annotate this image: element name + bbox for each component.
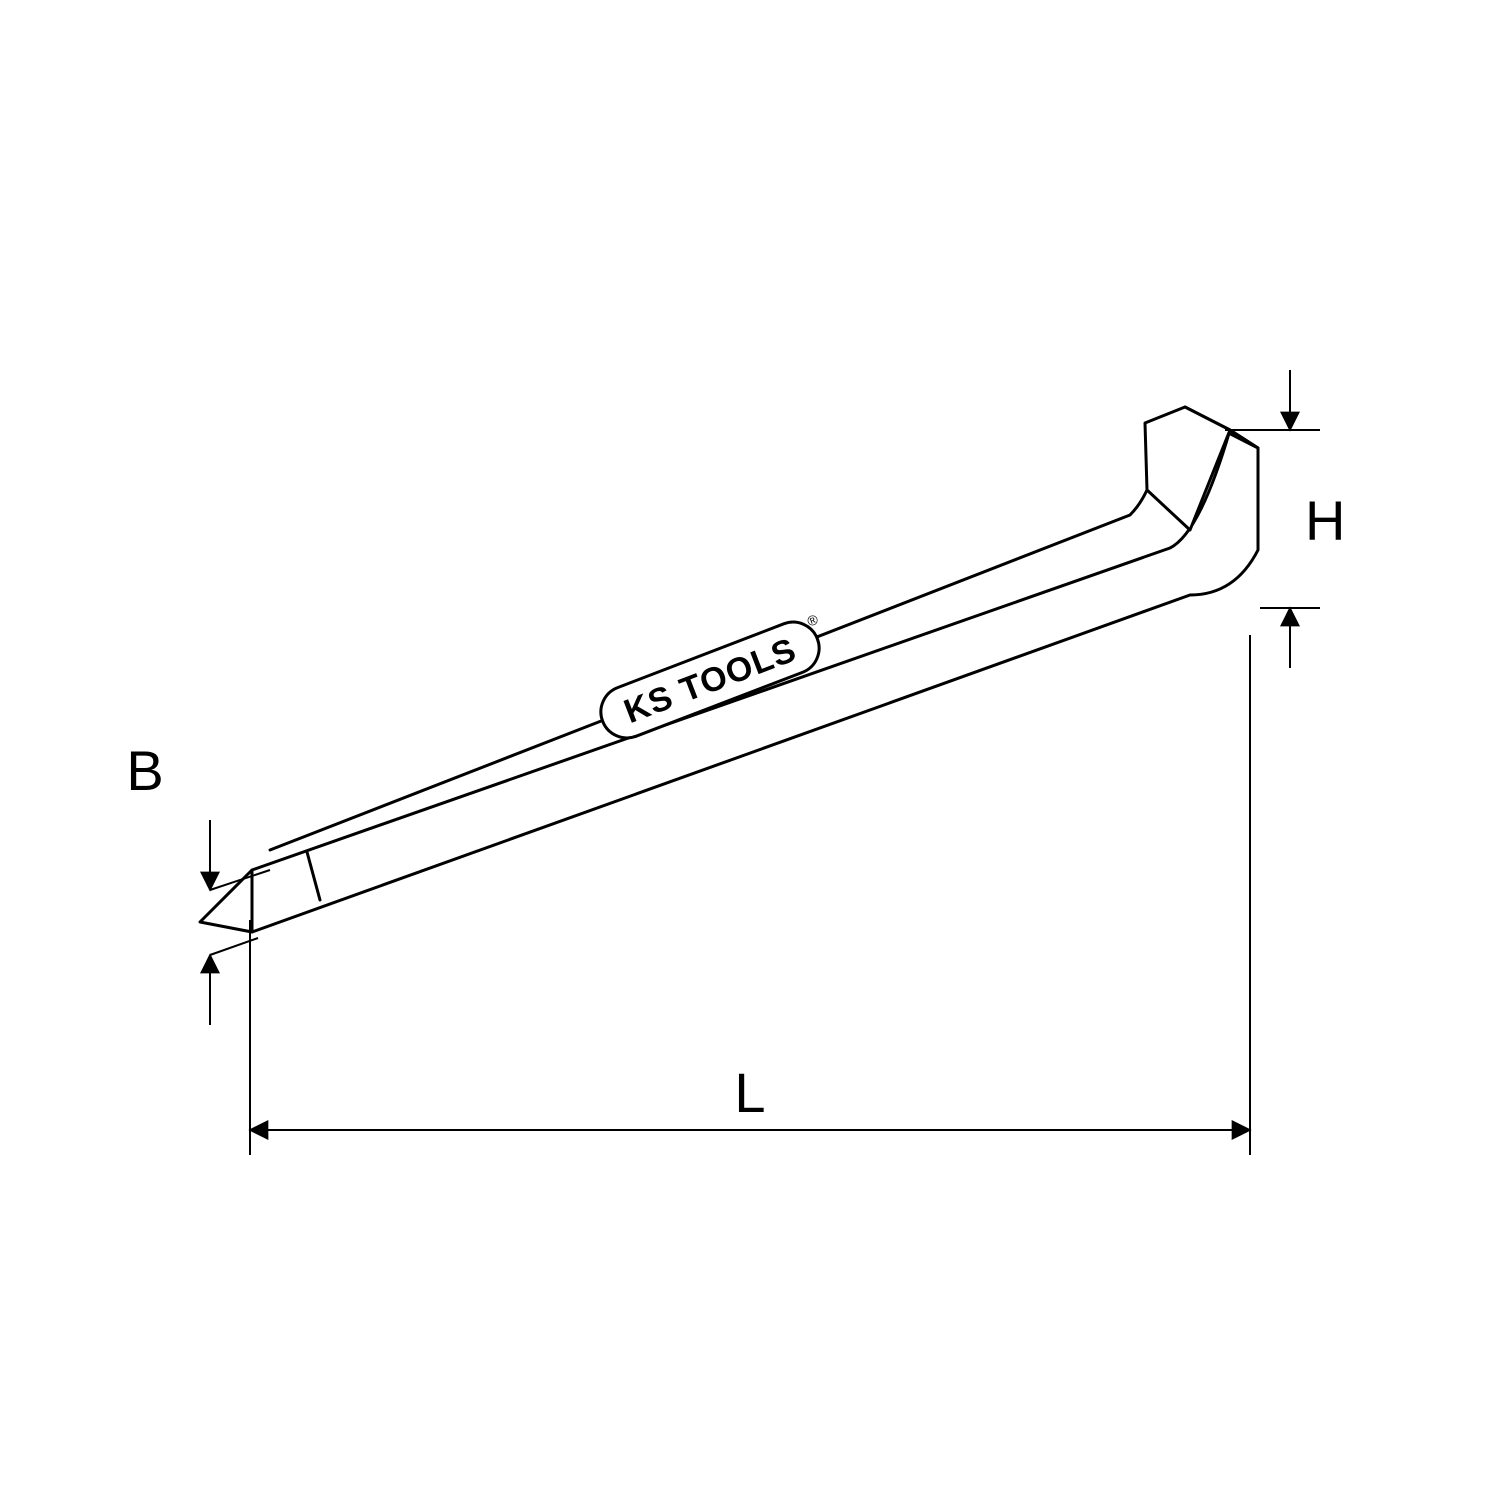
dimension-H-label: H xyxy=(1305,489,1345,552)
dimension-L-label: L xyxy=(734,1061,765,1124)
dimension-B-label: B xyxy=(126,739,163,802)
technical-drawing: KS TOOLS ® L B H xyxy=(0,0,1500,1500)
